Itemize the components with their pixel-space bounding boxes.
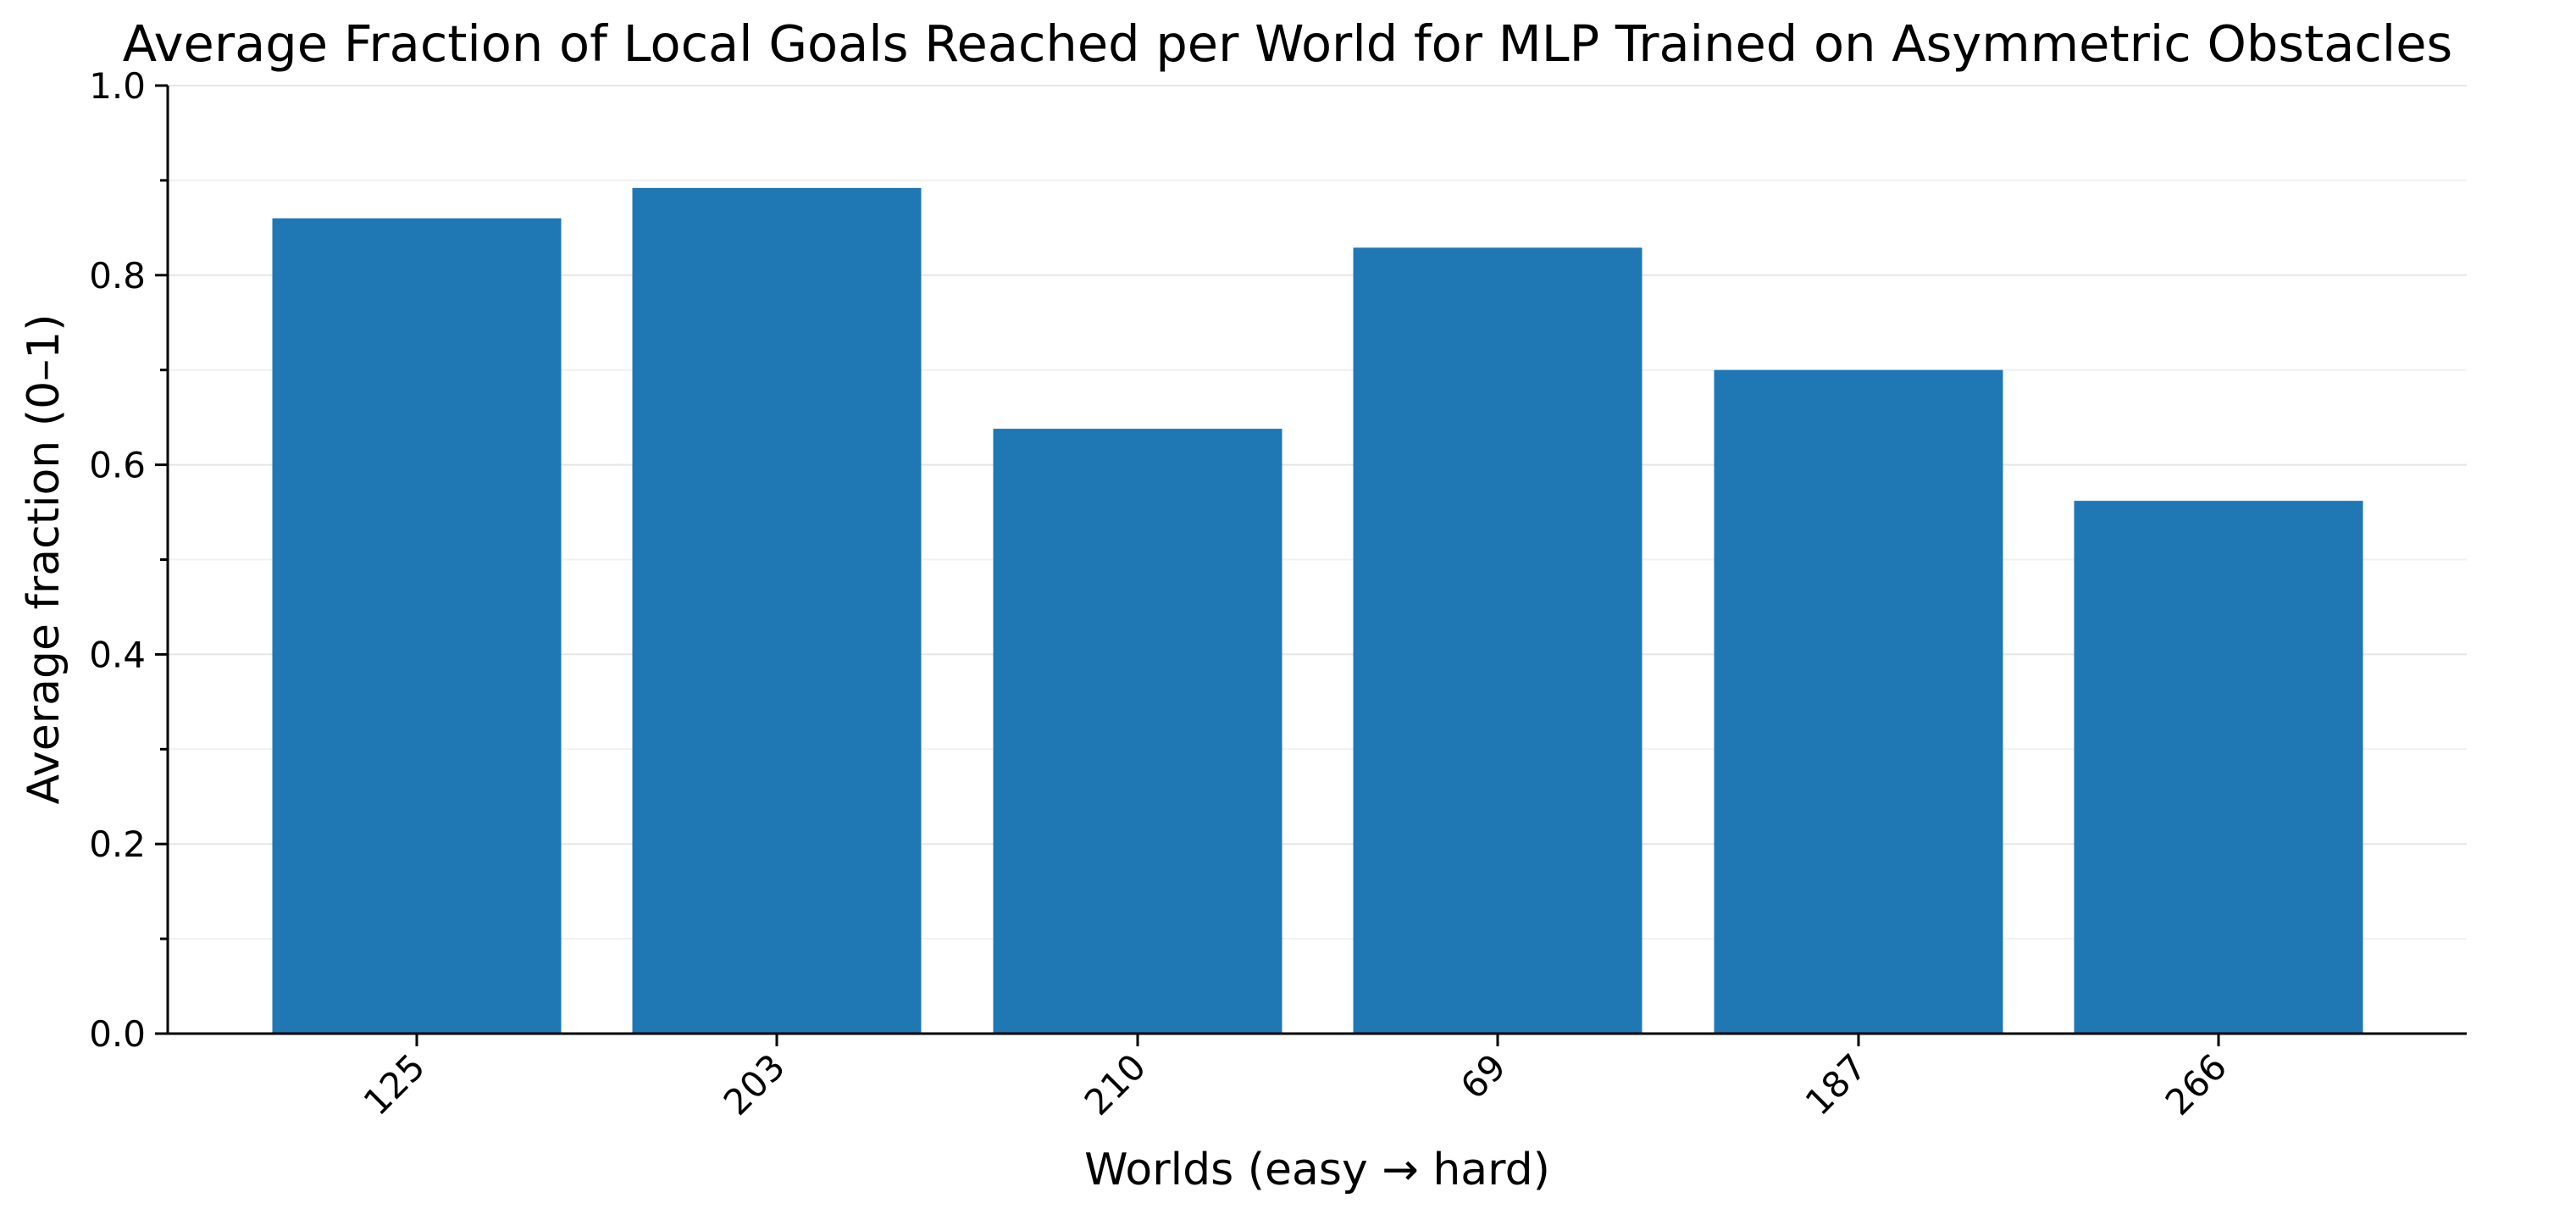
x-axis-title: Worlds (easy → hard)	[1084, 1145, 1550, 1195]
chart-title: Average Fraction of Local Goals Reached …	[123, 14, 2453, 73]
bar-266	[2074, 501, 2363, 1034]
bars	[272, 187, 2363, 1034]
y-tick-label: 0.8	[89, 255, 146, 297]
y-tick-label: 0.2	[89, 824, 146, 865]
bar-187	[1714, 369, 2003, 1034]
y-tick-label: 1.0	[89, 65, 146, 107]
y-tick-label: 0.0	[89, 1013, 146, 1055]
bar-125	[272, 218, 562, 1034]
y-tick-label: 0.6	[89, 445, 146, 486]
bar-203	[632, 187, 922, 1034]
y-tick-label: 0.4	[89, 634, 146, 675]
bar-69	[1353, 247, 1643, 1034]
y-axis-title: Average fraction (0–1)	[19, 313, 69, 804]
bar-210	[993, 429, 1282, 1034]
